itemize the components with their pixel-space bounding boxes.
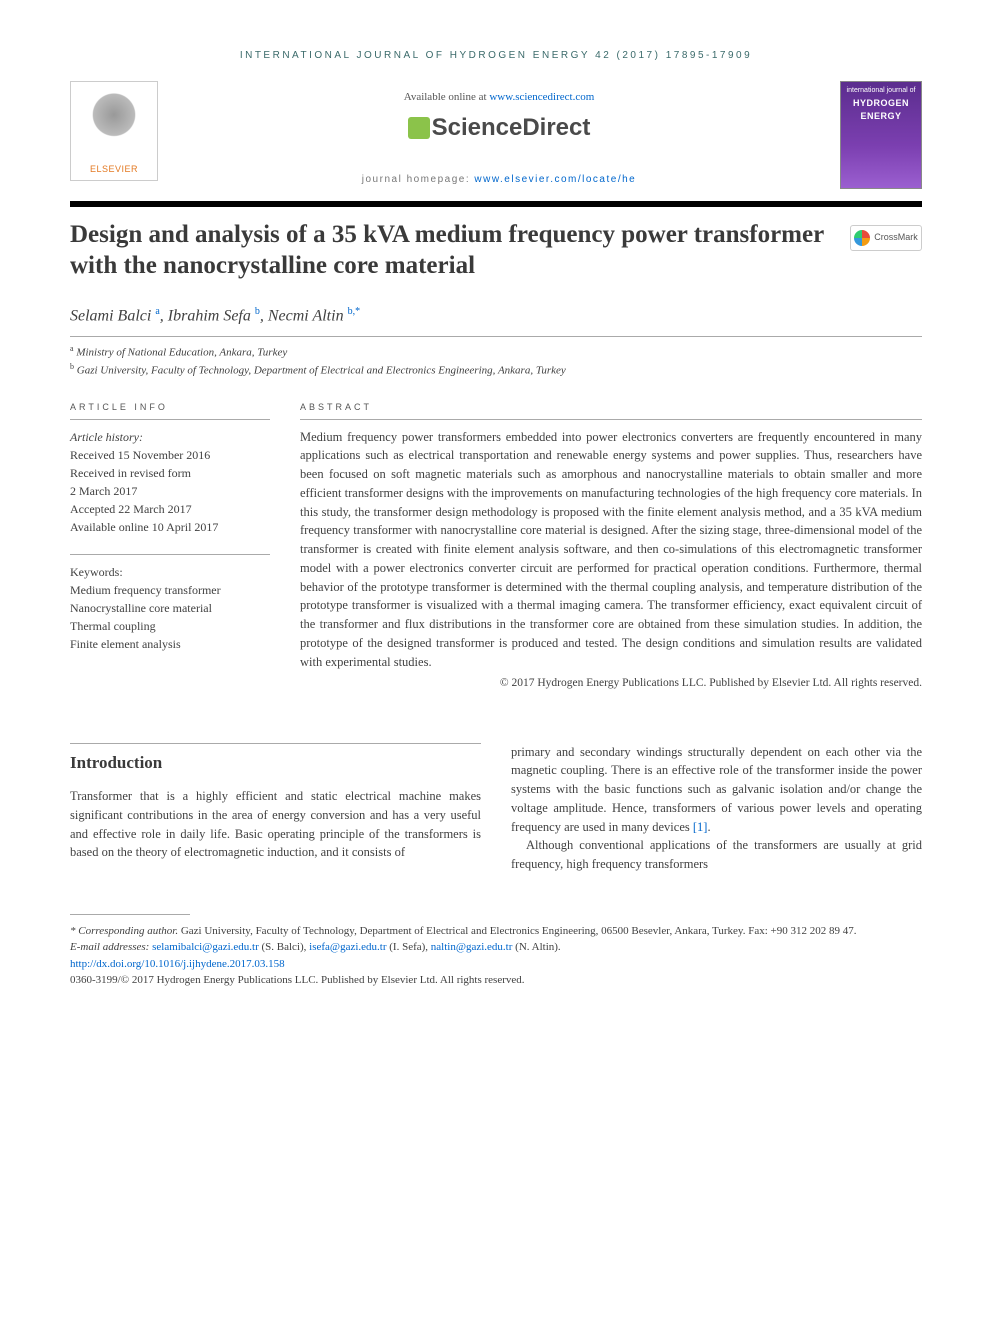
center-publisher-info: Available online at www.sciencedirect.co…	[158, 81, 840, 187]
elsevier-label: ELSEVIER	[90, 163, 138, 177]
issn-copyright: 0360-3199/© 2017 Hydrogen Energy Publica…	[70, 972, 922, 989]
intro-paragraph-2: primary and secondary windings structura…	[511, 743, 922, 837]
affiliations: a Ministry of National Education, Ankara…	[70, 343, 922, 379]
intro-paragraph-3: Although conventional applications of th…	[511, 836, 922, 874]
email-addresses: E-mail addresses: selamibalci@gazi.edu.t…	[70, 939, 922, 956]
author-2: Ibrahim Sefa	[168, 307, 251, 324]
article-info-column: ARTICLE INFO Article history: Received 1…	[70, 401, 270, 693]
email-link-2[interactable]: isefa@gazi.edu.tr	[309, 941, 386, 953]
abstract-column: ABSTRACT Medium frequency power transfor…	[300, 401, 922, 693]
homepage-link[interactable]: www.elsevier.com/locate/he	[474, 174, 636, 185]
sciencedirect-icon	[408, 117, 430, 139]
article-info-label: ARTICLE INFO	[70, 401, 270, 420]
crossmark-icon	[854, 230, 870, 246]
body-column-left: Introduction Transformer that is a highl…	[70, 743, 481, 874]
email-link-3[interactable]: naltin@gazi.edu.tr	[431, 941, 513, 953]
available-online: Available online at www.sciencedirect.co…	[158, 89, 840, 106]
abstract-label: ABSTRACT	[300, 401, 922, 420]
reference-link-1[interactable]: [1]	[693, 820, 708, 834]
email-link-1[interactable]: selamibalci@gazi.edu.tr	[152, 941, 259, 953]
title-row: Design and analysis of a 35 kVA medium f…	[70, 219, 922, 304]
abstract-text: Medium frequency power transformers embe…	[300, 428, 922, 672]
doi-link[interactable]: http://dx.doi.org/10.1016/j.ijhydene.201…	[70, 958, 285, 970]
journal-cover-thumbnail: international journal of HYDROGEN ENERGY	[840, 81, 922, 189]
crossmark-badge[interactable]: CrossMark	[850, 225, 922, 251]
info-abstract-row: ARTICLE INFO Article history: Received 1…	[70, 401, 922, 693]
body-columns: Introduction Transformer that is a highl…	[70, 743, 922, 874]
article-title: Design and analysis of a 35 kVA medium f…	[70, 219, 850, 282]
corresponding-author: * Corresponding author. Gazi University,…	[70, 923, 922, 940]
author-1: Selami Balci	[70, 307, 151, 324]
authors-list: Selami Balci a, Ibrahim Sefa b, Necmi Al…	[70, 304, 922, 328]
author-separator	[70, 336, 922, 337]
elsevier-tree-icon	[84, 92, 144, 157]
journal-citation: INTERNATIONAL JOURNAL OF HYDROGEN ENERGY…	[70, 48, 922, 63]
journal-homepage: journal homepage: www.elsevier.com/locat…	[158, 172, 840, 187]
author-3: Necmi Altin	[268, 307, 344, 324]
article-history: Article history: Received 15 November 20…	[70, 428, 270, 536]
footnotes: * Corresponding author. Gazi University,…	[70, 923, 922, 989]
footnote-separator	[70, 914, 190, 915]
keywords-block: Keywords: Medium frequency transformer N…	[70, 554, 270, 653]
introduction-heading: Introduction	[70, 743, 481, 776]
elsevier-logo: ELSEVIER	[70, 81, 158, 181]
sciencedirect-link[interactable]: www.sciencedirect.com	[489, 91, 594, 103]
sciencedirect-brand: ScienceDirect	[158, 110, 840, 146]
intro-paragraph-1: Transformer that is a highly efficient a…	[70, 787, 481, 862]
body-column-right: primary and secondary windings structura…	[511, 743, 922, 874]
publisher-bar: ELSEVIER Available online at www.science…	[70, 81, 922, 189]
abstract-copyright: © 2017 Hydrogen Energy Publications LLC.…	[300, 675, 922, 692]
title-rule	[70, 201, 922, 207]
